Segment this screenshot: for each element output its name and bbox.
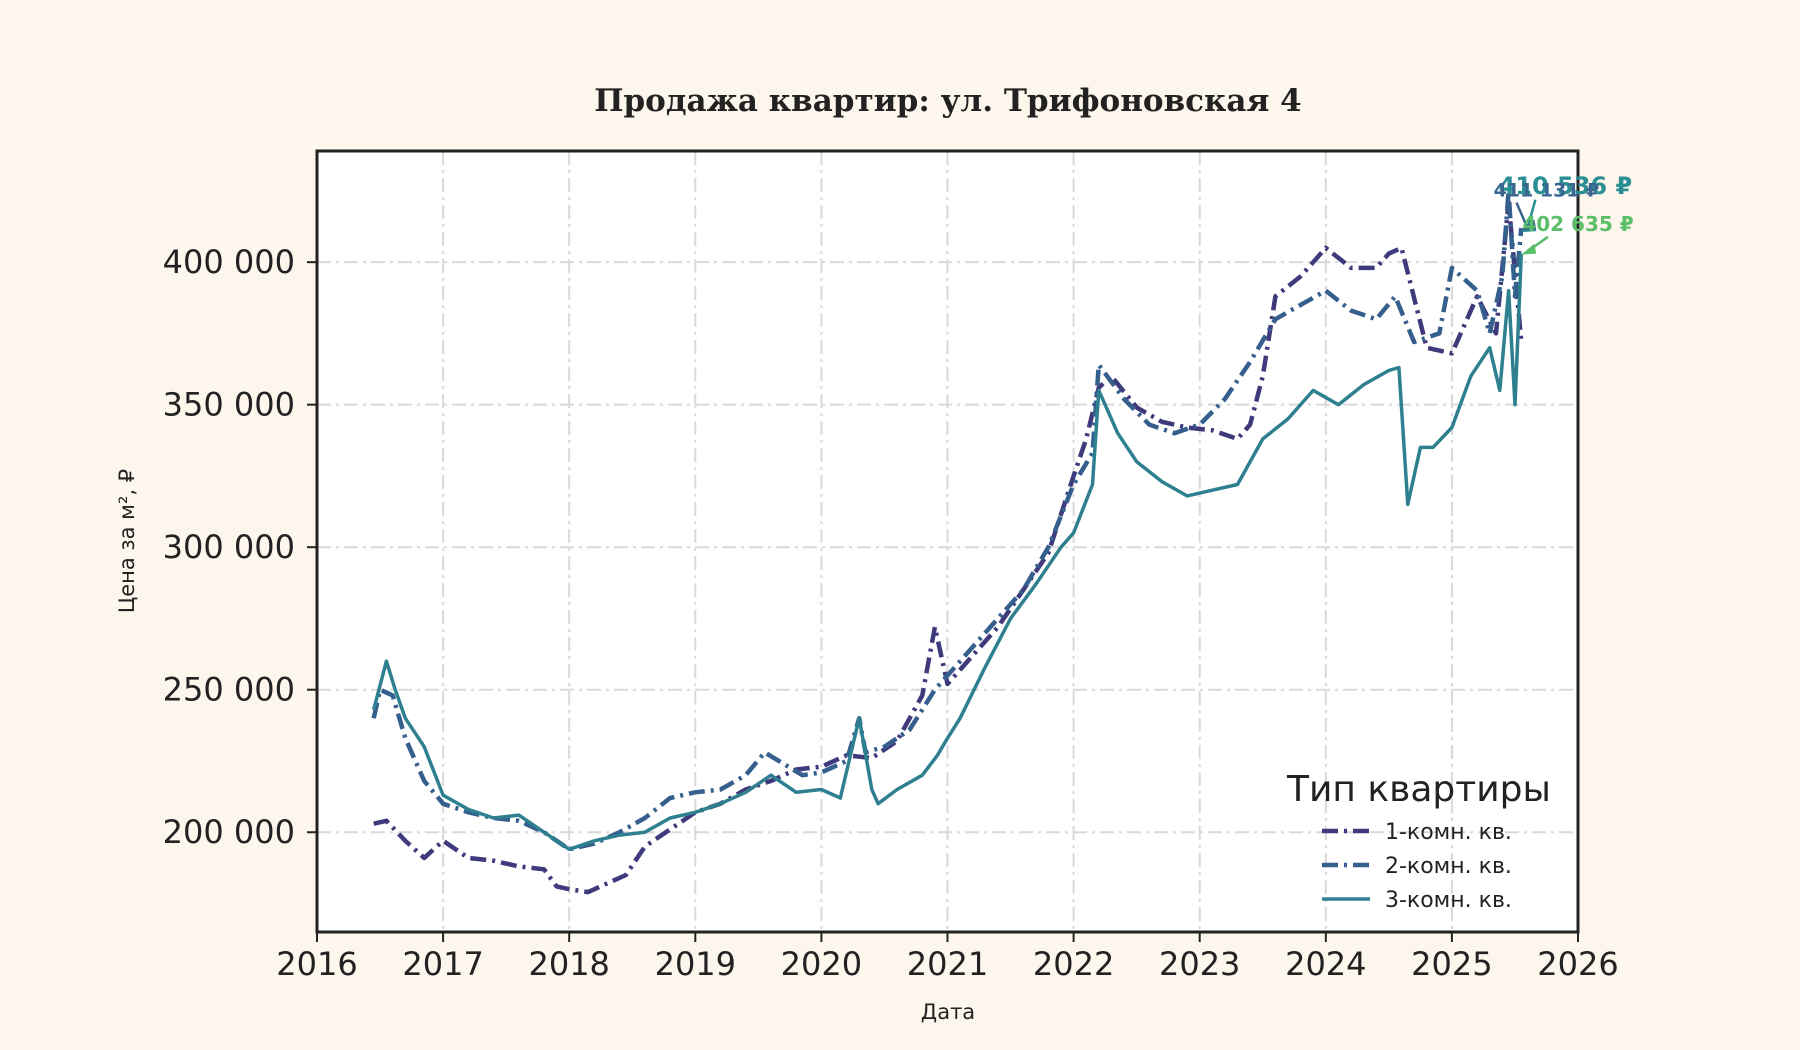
x-tick-label: 2021	[907, 945, 988, 983]
x-tick-label: 2018	[528, 945, 609, 983]
legend-label-2: 2-комн. кв.	[1385, 854, 1512, 879]
legend-title: Тип квартиры	[1286, 769, 1551, 810]
legend: Тип квартиры 1-комн. кв. 2-комн. кв. 3-ком…	[1286, 769, 1551, 913]
series-layer	[371, 188, 1524, 895]
x-tick-label: 2023	[1159, 945, 1240, 983]
legend-label-1: 1-комн. кв.	[1385, 820, 1512, 845]
x-tick-label: 2020	[781, 945, 862, 983]
x-tick-label: 2025	[1411, 945, 1492, 983]
annotation-label: 411 131 ₽	[1494, 180, 1600, 202]
x-tick-label: 2017	[402, 945, 483, 983]
annotations: 410 536 ₽411 131 ₽ 402 635 ₽	[1494, 172, 1634, 255]
x-tick-label: 2016	[276, 945, 357, 983]
annotation-arrowhead	[1521, 243, 1537, 255]
x-axis-label: Дата	[921, 1000, 975, 1024]
y-tick-label: 400 000	[163, 243, 295, 281]
y-tick-label: 300 000	[163, 528, 295, 566]
x-tick-label: 2019	[655, 945, 736, 983]
x-tick-label: 2022	[1033, 945, 1114, 983]
legend-label-3: 3-комн. кв.	[1385, 888, 1512, 913]
y-tick-label: 200 000	[163, 813, 295, 851]
annotation-arrow	[1515, 202, 1529, 228]
y-tick-label: 250 000	[163, 671, 295, 709]
annotation-label: 402 635 ₽	[1522, 212, 1633, 236]
x-tick-label: 2026	[1537, 945, 1618, 983]
chart-title: Продажа квартир: ул. Трифоновская 4	[594, 83, 1302, 119]
annotation-label: 410 536 ₽	[1499, 172, 1633, 200]
axis-ticks: 2016 2017 2018 2019 2020 2021 2022 2023 2024 2025…	[163, 243, 1619, 983]
y-tick-label: 350 000	[163, 386, 295, 424]
series-line-3	[372, 253, 1524, 852]
annotation-arrowhead	[1521, 219, 1537, 231]
x-tick-label: 2024	[1285, 945, 1366, 983]
y-axis-label: Цена за м², ₽	[115, 469, 139, 613]
series-line-1	[373, 200, 1524, 895]
